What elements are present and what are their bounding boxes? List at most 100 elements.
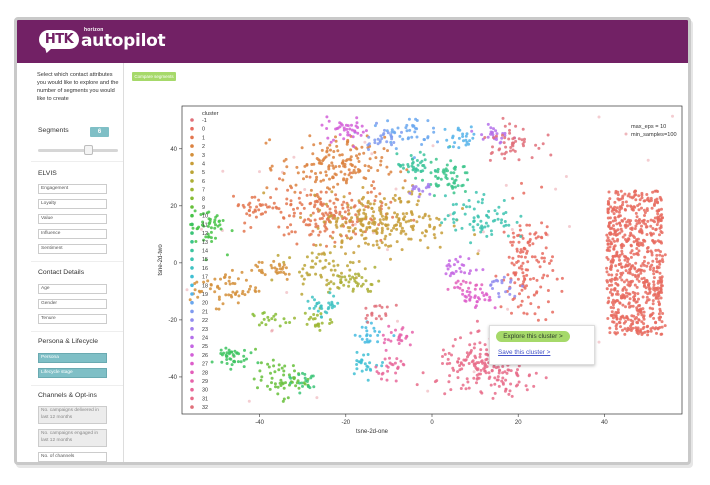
data-point <box>438 245 442 249</box>
data-point <box>470 360 474 364</box>
data-point <box>249 226 253 229</box>
data-point <box>443 217 447 221</box>
data-point <box>606 202 610 206</box>
data-point <box>490 131 494 135</box>
attribute-campaigns-engaged[interactable]: No. campaigns engaged in last 12 months <box>38 429 107 447</box>
data-point <box>500 136 504 140</box>
data-point <box>272 259 276 263</box>
data-point <box>617 320 621 324</box>
data-point <box>356 284 359 288</box>
data-point <box>456 279 460 283</box>
data-point <box>463 299 467 303</box>
data-point <box>303 372 307 376</box>
data-point <box>217 295 221 299</box>
segments-slider-handle[interactable] <box>84 145 93 155</box>
data-point <box>306 299 310 303</box>
data-point <box>477 376 481 380</box>
data-point <box>258 170 261 174</box>
attribute-value[interactable]: Value <box>38 214 107 224</box>
data-point <box>487 371 491 375</box>
attribute-engagement[interactable]: Engagement <box>38 184 107 194</box>
attribute-tenure[interactable]: Tenure <box>38 314 107 324</box>
compare-segments-button[interactable]: Compare segments <box>132 72 176 81</box>
data-point <box>373 150 377 154</box>
data-point <box>327 165 331 169</box>
attribute-persona[interactable]: Persona <box>38 353 107 363</box>
data-point <box>493 382 497 386</box>
tsne-scatter-plot[interactable]: -40 -20 0 20 4040200-20-40tsne-2d-onetsne-2d… <box>132 90 688 465</box>
data-point <box>276 385 280 389</box>
data-point <box>618 253 622 257</box>
attribute-sentiment[interactable]: Sentiment <box>38 244 107 254</box>
attribute-influence[interactable]: Influence <box>38 229 107 239</box>
data-point <box>328 143 332 147</box>
data-point <box>434 157 438 161</box>
data-point <box>548 261 551 265</box>
data-point <box>314 262 318 266</box>
data-point <box>311 229 315 233</box>
legend-marker <box>190 170 194 174</box>
data-point <box>297 373 301 377</box>
data-point <box>305 193 309 197</box>
attribute-loyalty[interactable]: Loyalty <box>38 199 107 209</box>
segments-slider[interactable] <box>38 149 118 152</box>
data-point <box>437 217 441 221</box>
data-point <box>256 361 260 365</box>
legend-entry: 14 <box>202 249 208 255</box>
y-tick-label: 0 <box>174 261 178 267</box>
data-point <box>384 348 388 352</box>
data-point <box>628 268 632 272</box>
data-point <box>333 304 336 308</box>
data-point <box>336 274 340 278</box>
data-point <box>227 279 231 283</box>
data-point <box>342 137 346 141</box>
data-point <box>249 284 252 288</box>
legend-entry: 22 <box>202 318 208 324</box>
data-point <box>640 196 644 200</box>
data-point <box>254 347 257 351</box>
data-point <box>633 227 637 231</box>
attribute-age[interactable]: Age <box>38 284 107 294</box>
data-point <box>342 164 346 168</box>
explore-cluster-button[interactable]: Explore this cluster > <box>496 331 570 342</box>
data-point <box>622 280 626 284</box>
htk-logo-badge[interactable]: HTK <box>39 30 79 49</box>
data-point <box>371 214 375 218</box>
attribute-gender[interactable]: Gender <box>38 299 107 309</box>
attribute-no-of-channels[interactable]: No. of channels <box>38 452 107 462</box>
data-point <box>508 122 512 126</box>
data-point <box>657 303 661 307</box>
data-point <box>618 208 622 212</box>
data-point <box>351 223 355 227</box>
data-point <box>242 365 246 369</box>
data-point <box>334 211 338 215</box>
data-point <box>397 342 401 345</box>
data-point <box>360 233 364 237</box>
data-point <box>281 399 285 403</box>
data-point <box>394 223 398 227</box>
data-point <box>472 346 476 350</box>
data-point <box>475 319 479 323</box>
data-point <box>607 273 611 277</box>
data-point <box>452 368 456 372</box>
data-point <box>221 169 225 173</box>
data-point <box>264 210 267 214</box>
legend-marker <box>190 396 194 401</box>
data-point <box>405 212 409 215</box>
data-point <box>656 248 660 252</box>
data-point <box>531 242 535 246</box>
data-point <box>608 326 612 330</box>
data-point <box>407 117 411 121</box>
data-point <box>357 260 361 263</box>
data-point <box>393 361 397 365</box>
data-point <box>624 320 628 323</box>
data-point <box>370 313 374 317</box>
data-point <box>407 219 411 223</box>
data-point <box>461 132 465 136</box>
data-point <box>292 211 296 215</box>
x-tick-label: 20 <box>515 420 522 426</box>
data-point <box>292 155 296 159</box>
attribute-campaigns-delivered[interactable]: No. campaigns delivered in last 12 month… <box>38 406 107 424</box>
save-cluster-link[interactable]: Save this cluster > <box>498 349 551 356</box>
attribute-lifecycle-stage[interactable]: Lifecycle stage <box>38 368 107 378</box>
